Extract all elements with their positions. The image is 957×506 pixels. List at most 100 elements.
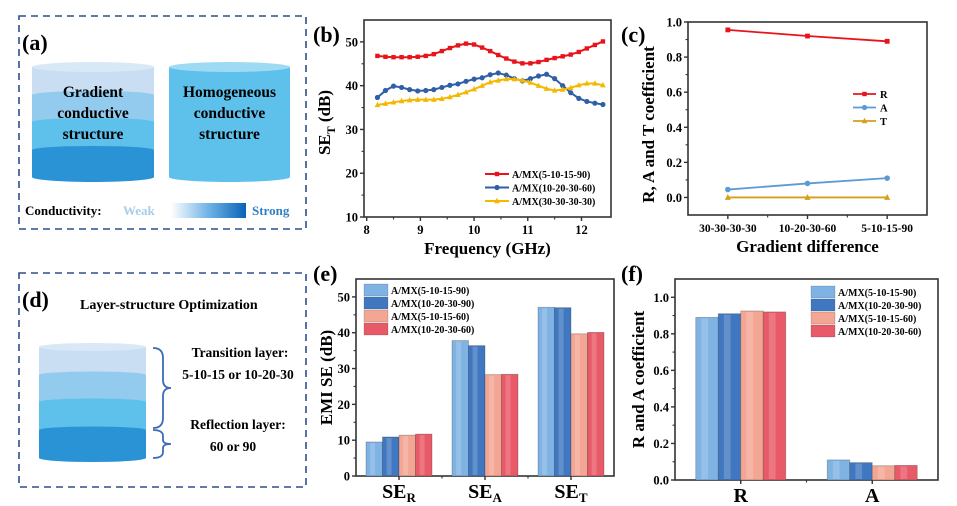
data-point bbox=[455, 43, 461, 48]
y-tick-label: 20 bbox=[338, 398, 351, 412]
data-point bbox=[463, 89, 469, 95]
layer-structure-title: Layer-structure Optimization bbox=[80, 298, 258, 313]
data-point bbox=[592, 80, 598, 86]
data-point bbox=[560, 54, 565, 59]
data-point bbox=[592, 100, 598, 106]
data-point bbox=[471, 76, 477, 82]
x-tick-label: 9 bbox=[417, 223, 423, 237]
data-point bbox=[536, 59, 541, 65]
bar bbox=[762, 311, 787, 481]
data-point bbox=[415, 54, 420, 59]
cylinder-layer-3 bbox=[32, 122, 154, 150]
data-point bbox=[804, 180, 811, 187]
bar-highlight bbox=[558, 308, 564, 475]
y-tick-label: 40 bbox=[338, 326, 351, 340]
legend-swatch bbox=[810, 324, 836, 338]
data-point bbox=[584, 80, 590, 86]
y-axis-label: EMI SE (dB) bbox=[317, 330, 336, 425]
x-tick-label: 12 bbox=[575, 223, 588, 237]
y-tick-label: 30 bbox=[346, 123, 359, 137]
data-point bbox=[535, 73, 542, 79]
y-tick-label: 0.2 bbox=[666, 156, 682, 170]
y-tick-label: 0.0 bbox=[666, 191, 682, 205]
data-point bbox=[600, 39, 606, 44]
data-point bbox=[487, 72, 493, 78]
data-point bbox=[398, 97, 405, 104]
legend-label: A/MX(5-10-15-60) bbox=[391, 312, 469, 323]
panel-a-frame bbox=[18, 15, 307, 230]
data-point bbox=[414, 96, 421, 102]
y-tick-label: 0.4 bbox=[653, 400, 669, 414]
data-point bbox=[391, 55, 396, 60]
homogeneous-top bbox=[169, 62, 290, 72]
data-point bbox=[398, 84, 405, 91]
y-tick-label: 0.6 bbox=[653, 364, 669, 378]
legend-swatch bbox=[810, 298, 836, 312]
legend-marker bbox=[862, 91, 867, 97]
data-point bbox=[504, 56, 509, 61]
data-point bbox=[528, 61, 533, 66]
legend-marker bbox=[861, 104, 868, 111]
chart-f: 0.0 0.2 0.4 0.6 0.8 1.0 R A A/MX(5-10-15-90) A/MX… bbox=[629, 278, 939, 506]
y-axis-label: R and A coefficient bbox=[629, 310, 648, 448]
data-point bbox=[439, 84, 445, 91]
data-point bbox=[584, 98, 590, 105]
panel-d: (d) Layer-structure Optimization Transit… bbox=[18, 272, 307, 488]
x-tick-label: 10 bbox=[468, 223, 481, 237]
data-point bbox=[439, 48, 445, 54]
data-point bbox=[519, 77, 526, 83]
bar-highlight bbox=[900, 466, 908, 479]
legend-label: A/MX(5-10-15-60) bbox=[838, 314, 916, 325]
x-axis-label: Gradient difference bbox=[736, 237, 879, 256]
bar-highlight bbox=[370, 442, 376, 475]
plot-frame bbox=[363, 19, 612, 218]
data-point bbox=[884, 194, 891, 200]
x-tick-label: SER bbox=[382, 481, 416, 505]
legend-label: A/MX(5-10-15-90) bbox=[512, 170, 590, 181]
data-point bbox=[884, 38, 890, 44]
data-point bbox=[496, 52, 501, 58]
bar-highlight bbox=[575, 334, 581, 475]
cylinder-top bbox=[32, 62, 154, 72]
x-tick-label: A bbox=[865, 485, 880, 506]
chart-b: 10 20 30 40 50 8 9 10 11 12 Frequency (GHz) SET (dB… bbox=[315, 19, 612, 258]
legend-label: A/MX(10-20-30-90) bbox=[838, 301, 921, 312]
data-point bbox=[383, 54, 388, 59]
y-tick-label: 50 bbox=[338, 290, 351, 304]
conductivity-gradient-bar bbox=[171, 203, 246, 218]
data-point bbox=[804, 194, 811, 200]
data-point bbox=[390, 83, 397, 89]
transition-layer-value: 5-10-15 or 10-20-30 bbox=[182, 367, 294, 382]
x-tick-label: 30-30-30-30 bbox=[699, 223, 757, 235]
panel-f-label: (f) bbox=[621, 261, 643, 286]
y-tick-label: 0.8 bbox=[653, 327, 669, 341]
data-point bbox=[568, 52, 573, 57]
legend-swatch bbox=[810, 311, 836, 325]
transition-layer-3 bbox=[39, 402, 146, 430]
transition-layer-label: Transition layer: bbox=[192, 345, 289, 360]
data-point bbox=[584, 46, 590, 51]
y-tick-label: 1.0 bbox=[653, 291, 669, 305]
data-point bbox=[423, 87, 429, 94]
conductivity-label: Conductivity: bbox=[25, 203, 102, 218]
data-point bbox=[447, 45, 453, 51]
data-point bbox=[399, 55, 404, 60]
bar-highlight bbox=[456, 341, 462, 475]
x-tick-label: 11 bbox=[522, 223, 534, 237]
legend-swatch bbox=[363, 283, 389, 297]
bar-highlight bbox=[505, 375, 511, 475]
data-point bbox=[551, 87, 558, 93]
weak-label: Weak bbox=[123, 203, 156, 218]
x-tick-label: SET bbox=[554, 481, 587, 505]
data-point bbox=[447, 82, 453, 88]
y-tick-label: 0.4 bbox=[666, 121, 682, 135]
y-tick-label: 10 bbox=[338, 434, 351, 448]
data-point bbox=[575, 82, 582, 88]
transition-brace-icon bbox=[152, 347, 172, 429]
legend-swatch bbox=[363, 322, 389, 336]
data-point bbox=[495, 70, 501, 76]
bar bbox=[415, 433, 433, 477]
bar bbox=[501, 373, 519, 477]
data-point bbox=[527, 79, 534, 85]
data-point bbox=[495, 77, 502, 83]
